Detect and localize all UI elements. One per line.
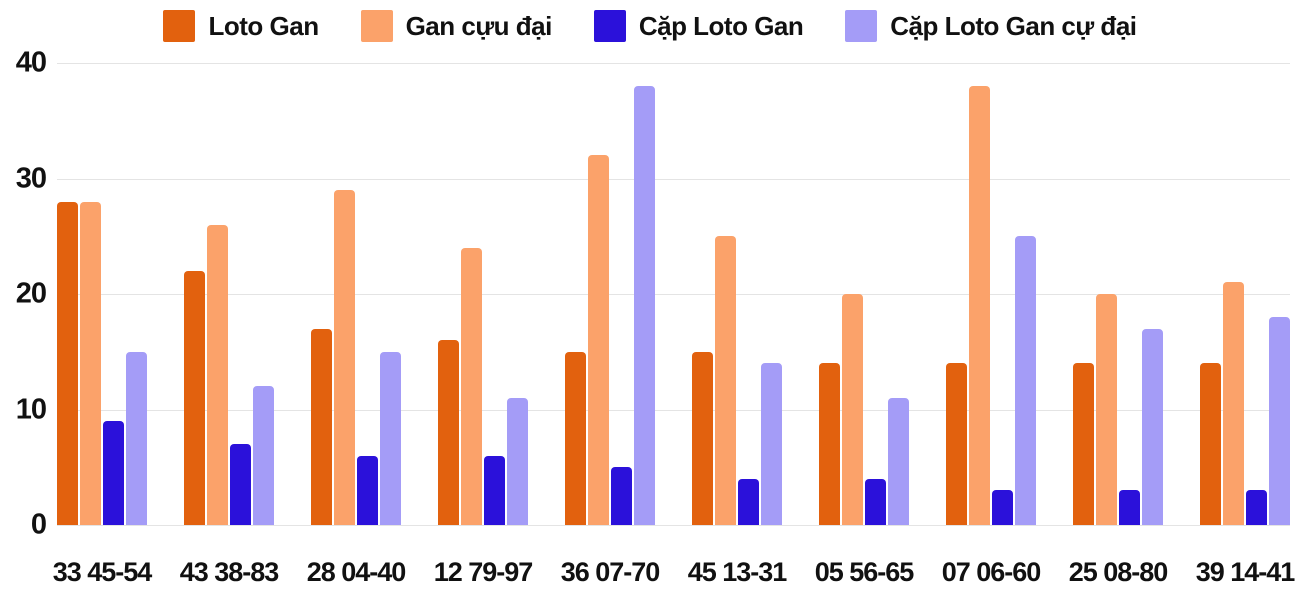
bar-series-3-group-10[interactable] <box>1246 490 1267 525</box>
x-tick-label: 28 04-40 <box>306 557 407 587</box>
legend-label: Cặp Loto Gan cự đại <box>890 10 1137 41</box>
bar-series-2-group-4[interactable] <box>461 247 482 525</box>
bar-group-6 <box>692 63 782 525</box>
legend-item-3[interactable]: Cặp Loto Gan <box>593 10 804 42</box>
bar-series-2-group-2[interactable] <box>207 224 228 525</box>
bar-series-3-group-6[interactable] <box>738 478 759 525</box>
x-tick-label: 07 06-60 <box>941 557 1042 587</box>
legend-swatch-icon <box>163 10 196 42</box>
bar-group-9 <box>1073 63 1163 525</box>
gridline-30 <box>57 178 1290 180</box>
x-tick-6: 45 13-31 <box>688 556 788 588</box>
y-tick-label-40: 40 <box>15 46 47 79</box>
bar-series-3-group-2[interactable] <box>230 444 251 525</box>
legend-item-4[interactable]: Cặp Loto Gan cự đại <box>845 10 1137 42</box>
bar-series-3-group-8[interactable] <box>992 490 1013 525</box>
bar-group-2 <box>184 63 274 525</box>
bar-series-4-group-9[interactable] <box>1142 328 1163 525</box>
gridline-10 <box>57 409 1290 411</box>
bar-series-1-group-1[interactable] <box>57 201 78 525</box>
bar-series-1-group-9[interactable] <box>1073 363 1094 525</box>
bar-series-4-group-7[interactable] <box>888 397 909 525</box>
y-axis: 40 30 20 10 0 <box>0 48 47 539</box>
x-tick-label: 39 14-41 <box>1195 557 1296 587</box>
y-tick-label-10: 10 <box>15 393 47 425</box>
bar-series-2-group-8[interactable] <box>969 86 990 525</box>
x-tick-8: 07 06-60 <box>942 556 1042 588</box>
y-tick-label-20: 20 <box>15 277 47 310</box>
bar-series-4-group-3[interactable] <box>380 351 401 525</box>
bar-series-1-group-6[interactable] <box>692 351 713 525</box>
bar-series-2-group-5[interactable] <box>588 155 609 525</box>
y-tick-label-0: 0 <box>30 508 47 541</box>
bar-series-3-group-1[interactable] <box>103 421 124 525</box>
plot-area <box>57 63 1290 526</box>
x-tick-3: 28 04-40 <box>307 556 407 588</box>
bar-series-2-group-7[interactable] <box>842 294 863 525</box>
bar-group-3 <box>311 63 401 525</box>
bar-series-3-group-4[interactable] <box>484 455 505 525</box>
bar-series-2-group-10[interactable] <box>1223 282 1244 525</box>
bar-group-5 <box>565 63 655 525</box>
x-tick-label: 36 07-70 <box>560 557 661 587</box>
x-tick-label: 05 56-65 <box>814 557 915 587</box>
legend-label: Gan cựu đại <box>405 10 553 41</box>
bar-series-4-group-5[interactable] <box>634 86 655 525</box>
bar-series-4-group-10[interactable] <box>1269 317 1290 525</box>
legend-label: Loto Gan <box>208 10 319 41</box>
bar-series-1-group-5[interactable] <box>565 351 586 525</box>
x-tick-1: 33 45-54 <box>53 556 153 588</box>
bar-group-7 <box>819 63 909 525</box>
legend-swatch-icon <box>360 10 393 42</box>
x-tick-9: 25 08-80 <box>1069 556 1169 588</box>
x-tick-label: 25 08-80 <box>1068 557 1169 587</box>
bar-series-1-group-7[interactable] <box>819 363 840 525</box>
chart-legend: Loto Gan Gan cựu đại Cặp Loto Gan Cặp Loto … <box>0 10 1300 42</box>
bar-series-3-group-7[interactable] <box>865 478 886 525</box>
bar-series-2-group-3[interactable] <box>334 190 355 525</box>
bar-series-1-group-8[interactable] <box>946 363 967 525</box>
bar-series-4-group-6[interactable] <box>761 363 782 525</box>
bar-series-1-group-4[interactable] <box>438 340 459 525</box>
bar-series-2-group-1[interactable] <box>80 201 101 525</box>
legend-swatch-icon <box>845 10 878 42</box>
bar-series-3-group-9[interactable] <box>1119 490 1140 525</box>
legend-swatch-icon <box>593 10 626 42</box>
x-tick-label: 12 79-97 <box>433 557 534 587</box>
x-tick-label: 45 13-31 <box>687 557 788 587</box>
y-tick-label-30: 30 <box>15 162 47 194</box>
bar-series-4-group-1[interactable] <box>126 351 147 525</box>
bar-series-1-group-2[interactable] <box>184 270 205 525</box>
x-tick-7: 05 56-65 <box>815 556 915 588</box>
bar-group-1 <box>57 63 147 525</box>
bar-series-2-group-9[interactable] <box>1096 294 1117 525</box>
gridline-0 <box>57 525 1290 526</box>
bar-series-4-group-8[interactable] <box>1015 236 1036 525</box>
gridline-40 <box>57 63 1290 64</box>
bar-group-4 <box>438 63 528 525</box>
x-tick-5: 36 07-70 <box>561 556 661 588</box>
legend-item-2[interactable]: Gan cựu đại <box>360 10 553 42</box>
x-tick-2: 43 38-83 <box>180 556 280 588</box>
bar-series-2-group-6[interactable] <box>715 236 736 525</box>
x-axis: 33 45-54 43 38-83 28 04-40 12 79-97 36 07-70… <box>53 556 1296 588</box>
bar-group-10 <box>1200 63 1290 525</box>
legend-item-1[interactable]: Loto Gan <box>163 10 319 42</box>
bar-series-4-group-4[interactable] <box>507 397 528 525</box>
bar-series-4-group-2[interactable] <box>253 386 274 525</box>
bar-series-3-group-3[interactable] <box>357 455 378 525</box>
bar-group-8 <box>946 63 1036 525</box>
x-tick-10: 39 14-41 <box>1196 556 1296 588</box>
legend-label: Cặp Loto Gan <box>638 10 804 41</box>
bar-series-1-group-10[interactable] <box>1200 363 1221 525</box>
x-tick-4: 12 79-97 <box>434 556 534 588</box>
bar-series-1-group-3[interactable] <box>311 328 332 525</box>
bars-layer <box>57 63 1290 525</box>
x-tick-label: 33 45-54 <box>52 557 153 587</box>
x-tick-label: 43 38-83 <box>179 557 280 587</box>
bar-series-3-group-5[interactable] <box>611 467 632 525</box>
gridline-20 <box>57 294 1290 295</box>
